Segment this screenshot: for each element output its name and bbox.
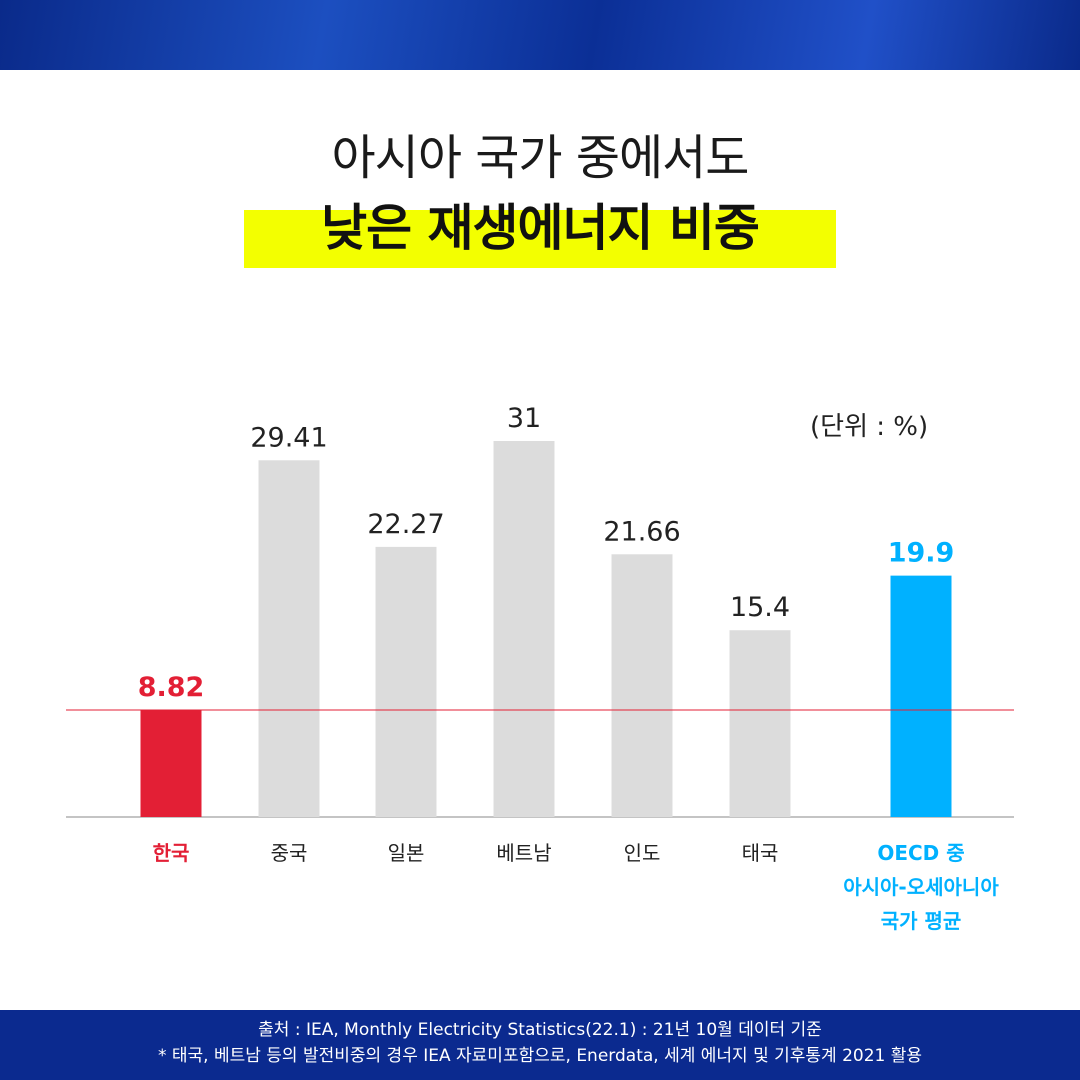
category-label-6-0: OECD 중 xyxy=(877,841,964,865)
bar-0 xyxy=(140,710,202,817)
category-label-3: 베트남 xyxy=(496,841,551,865)
bar-chart: 8.82 한국 29.41 중국 22.27 일본 31 베트남 21.66 인도 15.4 태국 19… xyxy=(66,403,1014,933)
bar-4 xyxy=(611,554,673,817)
value-label-6: 19.9 xyxy=(888,538,955,569)
title-block: 아시아 국가 중에서도 낮은 재생에너지 비중 xyxy=(0,128,1080,268)
bar-2 xyxy=(375,546,437,817)
category-label-6-1: 아시아-오세아니아 xyxy=(843,875,999,899)
value-label-3: 31 xyxy=(507,403,541,434)
bar-6 xyxy=(890,575,952,817)
highlight-bar xyxy=(244,210,836,268)
title-line-2: 낮은 재생에너지 비중 xyxy=(321,199,760,257)
unit-label: (단위 : %) xyxy=(810,412,929,442)
source-note: 출처 : IEA, Monthly Electricity Statistics… xyxy=(258,1020,822,1040)
category-label-0: 한국 xyxy=(153,841,190,865)
value-label-0: 8.82 xyxy=(138,672,205,703)
bar-5 xyxy=(729,630,791,817)
footer: 출처 : IEA, Monthly Electricity Statistics… xyxy=(0,1010,1080,1080)
footnote: * 태국, 베트남 등의 발전비중의 경우 IEA 자료미포함으로, Enerd… xyxy=(157,1046,923,1066)
value-label-1: 29.41 xyxy=(250,422,327,453)
bar-1 xyxy=(258,460,320,817)
bar-3 xyxy=(493,441,555,817)
category-label-4: 인도 xyxy=(624,841,661,865)
category-label-6-2: 국가 평균 xyxy=(881,909,962,933)
top-banner xyxy=(0,0,1080,70)
title-line-1: 아시아 국가 중에서도 xyxy=(331,130,750,186)
value-label-4: 21.66 xyxy=(603,516,680,547)
category-label-2: 일본 xyxy=(388,841,425,865)
value-label-5: 15.4 xyxy=(730,592,790,623)
category-label-1: 중국 xyxy=(271,841,308,865)
category-label-5: 태국 xyxy=(742,841,779,865)
title-highlight: 낮은 재생에너지 비중 xyxy=(244,200,836,268)
value-label-2: 22.27 xyxy=(367,509,444,540)
